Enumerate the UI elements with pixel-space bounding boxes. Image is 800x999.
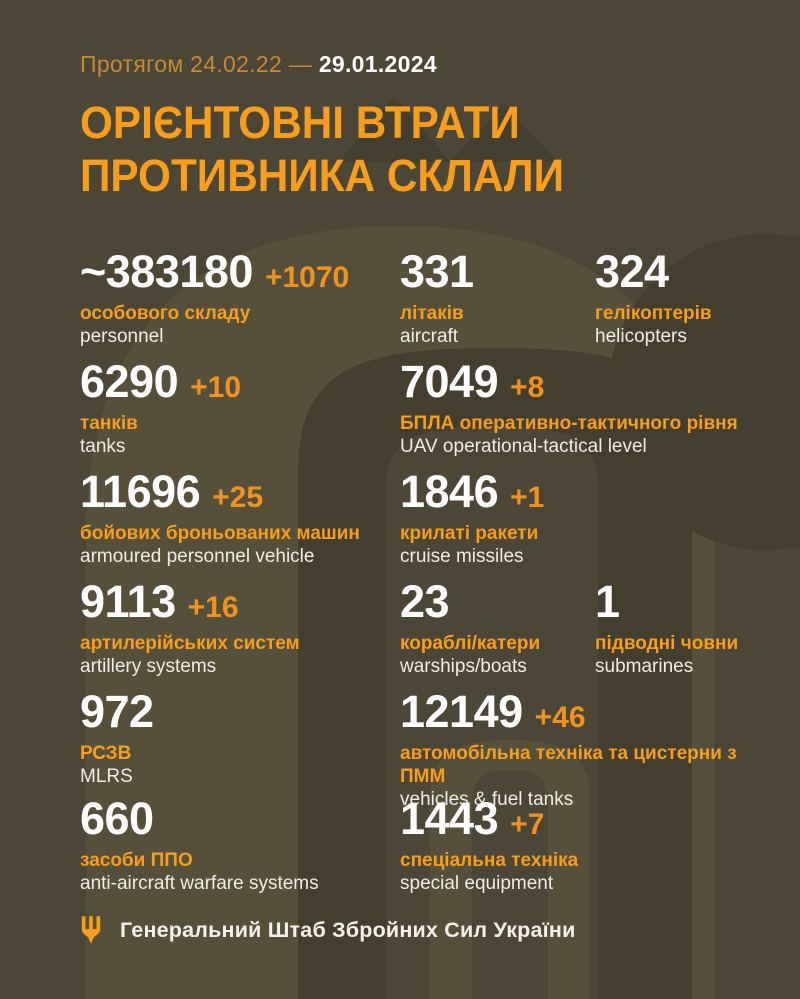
stat-label-uk: крилаті ракети xyxy=(400,523,539,544)
stat-delta: +8 xyxy=(510,371,545,404)
stat-label-en: special equipment xyxy=(400,873,554,894)
stat-label-uk: спеціальна техніка xyxy=(400,850,579,871)
stat-cruise-missiles: 1846 +1 крилаті ракети cruise missiles xyxy=(400,469,770,568)
stat-value: 12149 xyxy=(400,686,523,737)
stat-armoured-vehicles: 11696 +25 бойових броньованих машин armou… xyxy=(80,469,400,568)
stat-value: 6290 xyxy=(80,356,179,407)
stat-label-uk: підводні човни xyxy=(595,633,739,654)
stats-row-5: 972 РСЗВ MLRS 12149 +46 автомобільна техн… xyxy=(80,689,770,811)
stat-delta: +1070 xyxy=(264,261,350,294)
stat-delta: +25 xyxy=(212,481,264,514)
report-date: 29.01.2024 xyxy=(318,51,437,77)
stat-label-uk: автомобільна техніка та цистерни з ПММ xyxy=(400,743,737,787)
stat-value: 324 xyxy=(595,246,669,297)
stat-label-uk: артилерійських систем xyxy=(80,633,300,654)
stat-personnel: ~383180 +1070 особового складу personnel xyxy=(80,249,400,348)
stat-label-uk: БПЛА оперативно-тактичного рівня xyxy=(400,413,738,434)
stat-label-uk: кораблі/катери xyxy=(400,633,541,654)
stat-value: 11696 xyxy=(80,466,201,517)
page-title: ОРІЄНТОВНІ ВТРАТИ ПРОТИВНИКА СКЛАЛИ xyxy=(80,96,564,202)
stat-label-uk: танків xyxy=(80,413,138,434)
stat-label-en: warships/boats xyxy=(400,656,527,677)
stat-value: 23 xyxy=(400,576,450,627)
stat-mlrs: 972 РСЗВ MLRS xyxy=(80,689,400,811)
stats-row-1: ~383180 +1070 особового складу personnel … xyxy=(80,249,770,348)
stat-label-en: artillery systems xyxy=(80,656,217,677)
stat-value: 1 xyxy=(595,576,620,627)
stat-aircraft: 331 літаків aircraft xyxy=(400,249,595,348)
stat-value: 9113 xyxy=(80,576,176,627)
footer: Генеральний Штаб Збройних Сил України xyxy=(80,915,576,945)
stat-label-en: cruise missiles xyxy=(400,546,524,567)
stat-delta: +16 xyxy=(187,591,239,624)
stat-label-en: aircraft xyxy=(400,326,459,347)
title-line-1: ОРІЄНТОВНІ ВТРАТИ xyxy=(80,97,520,148)
stat-label-uk: засоби ППО xyxy=(80,850,193,871)
stats-row-6: 660 засоби ППО anti-aircraft warfare sys… xyxy=(80,796,770,895)
stat-label-en: submarines xyxy=(595,656,694,677)
stat-delta: +10 xyxy=(190,371,241,404)
stat-helicopters: 324 гелікоптерів helicopters xyxy=(595,249,770,348)
stat-label-en: tanks xyxy=(80,436,126,457)
stat-value: 1443 xyxy=(400,793,499,844)
stat-label-en: UAV operational-tactical level xyxy=(400,436,647,457)
stat-value: ~383180 xyxy=(80,246,253,297)
stat-artillery: 9113 +16 артилерійських систем artillery … xyxy=(80,579,400,678)
period-line: Протягом 24.02.22 — 29.01.2024 xyxy=(80,51,437,78)
stat-label-en: personnel xyxy=(80,326,164,347)
stat-label-en: anti-aircraft warfare systems xyxy=(80,873,319,894)
stat-value: 331 xyxy=(400,246,474,297)
period-prefix: Протягом 24.02.22 — xyxy=(80,51,313,77)
stat-delta: +7 xyxy=(510,808,545,841)
stat-value: 660 xyxy=(80,793,154,844)
stat-label-en: MLRS xyxy=(80,766,133,787)
stat-label-en: armoured personnel vehicle xyxy=(80,546,315,567)
stat-label-en: helicopters xyxy=(595,326,687,347)
stat-delta: +1 xyxy=(510,481,545,514)
stat-label-uk: гелікоптерів xyxy=(595,303,712,324)
stat-value: 7049 xyxy=(400,356,499,407)
stat-label-uk: РСЗВ xyxy=(80,743,132,764)
stat-value: 1846 xyxy=(400,466,499,517)
title-line-2: ПРОТИВНИКА СКЛАЛИ xyxy=(80,150,565,201)
stat-delta: +46 xyxy=(534,701,586,734)
stat-value: 972 xyxy=(80,686,154,737)
stats-row-2: 6290 +10 танків tanks 7049 +8 БПЛА операти… xyxy=(80,359,770,458)
organization-name: Генеральний Штаб Збройних Сил України xyxy=(120,917,576,942)
stat-uav: 7049 +8 БПЛА оперативно-тактичного рівня … xyxy=(400,359,770,458)
tryzub-icon xyxy=(81,916,101,944)
stats-row-3: 11696 +25 бойових броньованих машин armou… xyxy=(80,469,770,568)
stats-row-4: 9113 +16 артилерійських систем artillery … xyxy=(80,579,770,678)
stat-submarines: 1 підводні човни submarines xyxy=(595,579,770,678)
stat-tanks: 6290 +10 танків tanks xyxy=(80,359,400,458)
stat-label-en: vehicles & fuel tanks xyxy=(400,789,574,810)
stat-vehicles-fuel-tanks: 12149 +46 автомобільна техніка та цистерн… xyxy=(400,689,770,811)
stat-warships: 23 кораблі/катери warships/boats xyxy=(400,579,595,678)
stat-special-equipment: 1443 +7 спеціальна техніка special equipm… xyxy=(400,796,770,895)
stat-anti-aircraft: 660 засоби ППО anti-aircraft warfare sys… xyxy=(80,796,400,895)
stat-label-uk: бойових броньованих машин xyxy=(80,523,360,544)
stat-label-uk: особового складу xyxy=(80,303,251,324)
stat-label-uk: літаків xyxy=(400,303,464,324)
